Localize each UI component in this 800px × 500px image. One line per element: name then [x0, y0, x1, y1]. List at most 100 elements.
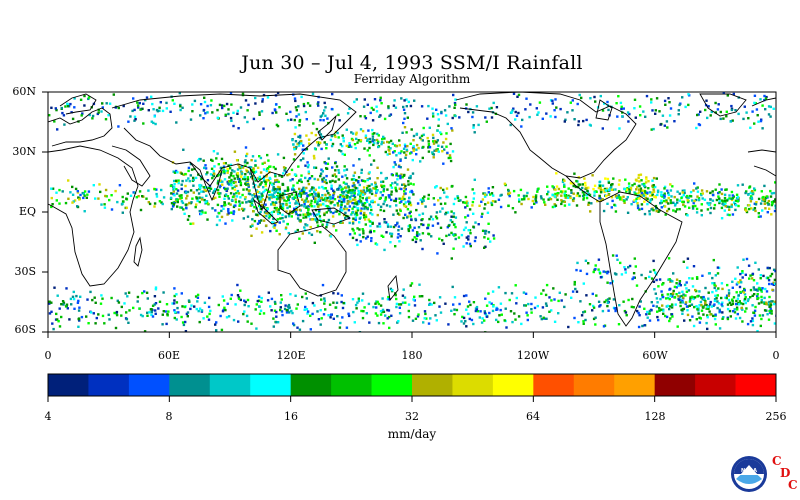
rain-pixel [150, 313, 153, 317]
rain-pixel [554, 98, 557, 101]
rain-pixel [395, 172, 398, 175]
rain-pixel [236, 109, 239, 113]
rain-pixel [486, 201, 490, 204]
rain-pixel [238, 177, 241, 181]
rain-pixel [462, 322, 466, 325]
rain-pixel [358, 233, 361, 237]
rain-pixel [244, 99, 248, 102]
rain-pixel [726, 94, 729, 97]
rain-pixel [279, 306, 282, 309]
rain-pixel [212, 189, 216, 193]
rain-pixel [450, 309, 453, 312]
rain-pixel [411, 319, 415, 322]
rain-pixel [380, 234, 383, 237]
rain-pixel [56, 294, 59, 297]
rain-pixel [176, 171, 179, 174]
rain-pixel [732, 310, 735, 313]
coastline-north-america [455, 92, 637, 179]
rain-pixel [147, 201, 150, 204]
rain-pixel [153, 205, 156, 208]
rain-pixel [343, 198, 346, 201]
rain-pixel [181, 305, 184, 308]
rain-pixel [319, 137, 322, 140]
rain-pixel [246, 161, 249, 165]
rain-pixel [161, 109, 165, 113]
rain-pixel [369, 224, 372, 228]
rain-pixel [357, 202, 360, 205]
rain-pixel [540, 292, 543, 295]
rain-pixel [304, 164, 307, 167]
rain-pixel [571, 99, 574, 102]
rain-pixel [153, 115, 156, 118]
rain-pixel [107, 114, 110, 117]
rain-pixel [308, 231, 311, 235]
rain-pixel [550, 309, 553, 312]
rain-pixel [685, 290, 689, 293]
rain-pixel [275, 201, 278, 204]
rain-pixel [469, 232, 472, 235]
rain-pixel [240, 165, 243, 168]
rain-pixel [359, 209, 363, 212]
rain-pixel [397, 320, 400, 323]
rain-pixel [202, 159, 205, 162]
rain-pixel [304, 223, 307, 226]
rain-pixel [273, 224, 277, 227]
rain-pixel [451, 220, 454, 224]
rain-pixel [351, 227, 354, 231]
rain-pixel [230, 171, 233, 175]
rain-pixel [115, 312, 118, 315]
rain-pixel [175, 179, 178, 182]
rain-pixel [329, 235, 333, 238]
rain-pixel [468, 300, 471, 303]
rain-pixel [275, 123, 279, 127]
lon-label-180: 180 [401, 349, 423, 362]
rain-pixel [491, 290, 495, 293]
rain-pixel [617, 95, 620, 98]
rain-pixel [648, 275, 651, 279]
rain-pixel [449, 142, 452, 146]
rain-pixel [525, 311, 528, 314]
rain-pixel [643, 200, 646, 203]
rain-pixel [546, 185, 549, 188]
rain-pixel [100, 203, 103, 206]
rain-pixel [306, 179, 310, 183]
rain-pixel [278, 193, 282, 196]
rain-pixel [262, 179, 266, 183]
rain-pixel [431, 151, 434, 154]
rain-pixel [262, 93, 266, 97]
rain-pixel [360, 207, 363, 210]
rain-pixel [234, 181, 237, 184]
rain-pixel [337, 136, 340, 139]
rain-pixel [125, 206, 128, 209]
rain-pixel [227, 210, 230, 213]
rain-pixel [182, 323, 186, 327]
rain-pixel [704, 108, 707, 112]
rain-pixel [98, 183, 101, 186]
rain-pixel [727, 205, 731, 209]
rain-pixel [628, 188, 631, 191]
rain-pixel [177, 311, 180, 314]
rain-pixel [254, 164, 257, 167]
rain-pixel [354, 199, 357, 202]
rain-pixel [319, 174, 322, 178]
rain-pixel [681, 299, 684, 303]
rain-pixel [272, 317, 275, 320]
rain-pixel [295, 109, 298, 112]
rain-pixel [178, 92, 181, 95]
rain-pixel [450, 127, 453, 130]
rain-pixel [417, 146, 420, 150]
rain-pixel [472, 212, 475, 215]
rain-pixel [681, 312, 684, 315]
rain-pixel [743, 289, 746, 292]
rain-pixel [125, 318, 129, 321]
rain-pixel [227, 164, 230, 167]
rain-pixel [592, 306, 596, 309]
rain-pixel [233, 170, 236, 173]
rain-pixel [330, 144, 334, 148]
rain-pixel [715, 289, 718, 292]
rain-pixel [244, 164, 247, 167]
rain-pixel [226, 169, 229, 173]
rain-pixel [136, 300, 139, 303]
rain-pixel [669, 305, 672, 308]
rain-pixel [117, 301, 121, 304]
